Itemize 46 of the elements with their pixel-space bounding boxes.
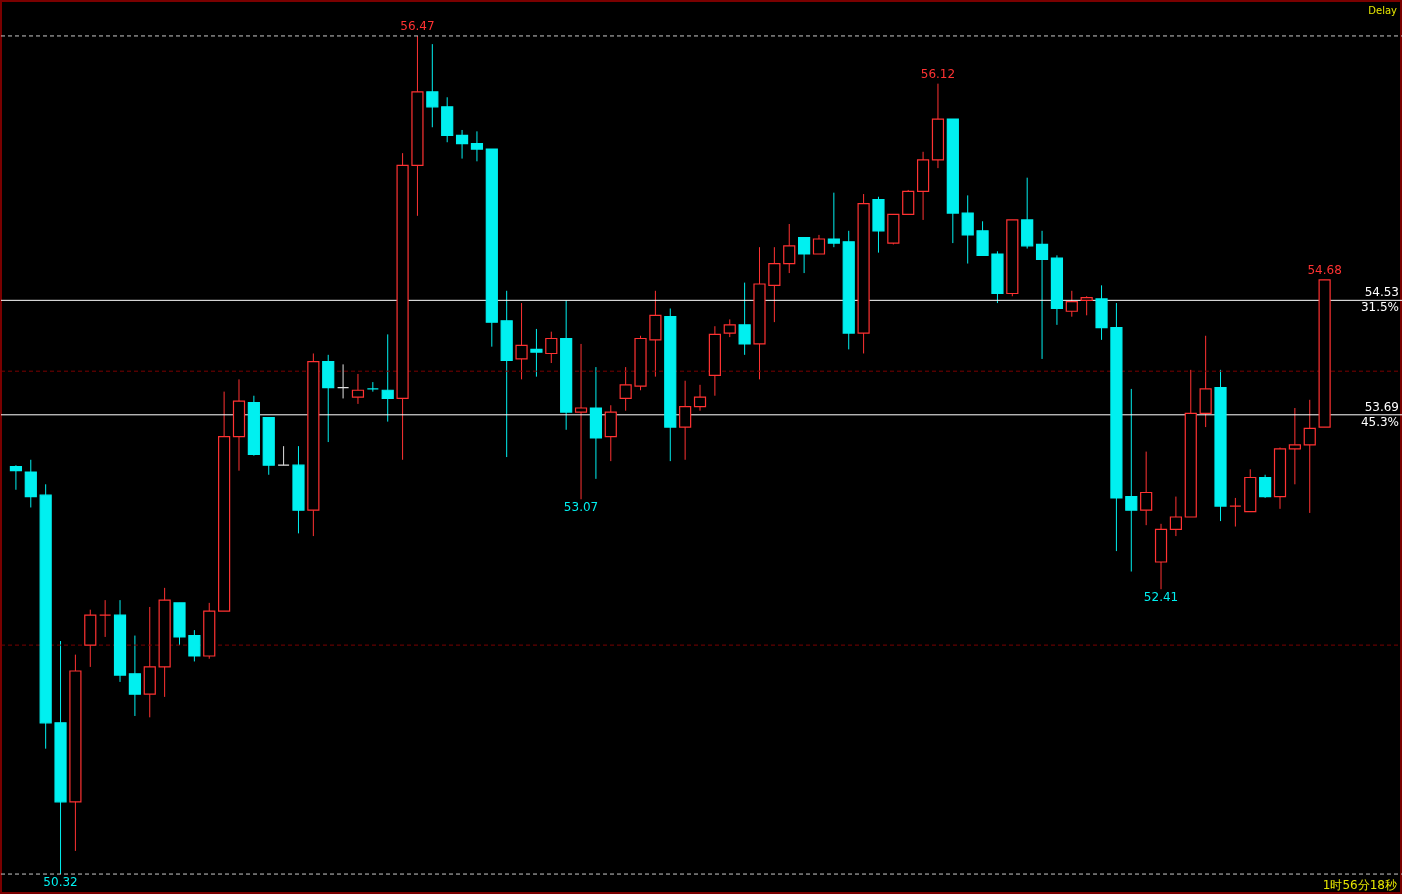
candlestick [1140,451,1153,526]
candlestick [99,599,112,638]
candlestick [1035,230,1049,360]
candlestick [351,373,365,405]
candlestick [277,445,290,466]
candlestick [1080,295,1093,316]
candlestick [1303,399,1316,514]
candlestick [827,192,840,248]
annotation: 56.12 [920,66,956,81]
candlestick [798,237,811,274]
candlestick [545,331,558,364]
candlestick [812,234,826,255]
candlestick [336,363,350,399]
candlestick [619,366,632,412]
candlestick [188,629,201,662]
candlestick [530,328,543,378]
candlestick [783,223,796,274]
candlestick [515,302,528,380]
annotation: 53.07 [563,500,599,515]
candlestick [1259,474,1272,499]
candlestick [128,635,141,717]
annotation: 56.47 [400,18,435,33]
candlestick [1288,407,1301,485]
annotation: 50.32 [43,875,78,890]
candlestick [1125,388,1138,573]
annotation: 52.41 [1143,590,1179,605]
candlestick [9,464,23,491]
text: Delay [1368,5,1398,16]
candlestick [1229,497,1242,528]
candlestick [455,129,469,160]
text: 1时56分18秒 [1322,878,1397,892]
candlestick [574,343,588,500]
candlestick [1065,290,1078,318]
candlestick [679,380,692,461]
candlestick [470,130,484,162]
candlestick [961,194,974,265]
ref-line-label: 54.53 31.5% [1360,285,1399,315]
ref-line-label: 53.69 45.3% [1360,399,1399,429]
candlestick [738,282,751,356]
candlestick [902,189,915,216]
candlestick [381,333,394,423]
candlestick [426,43,439,128]
candlestick [1169,496,1182,537]
candlestick [693,384,707,412]
annotation: 54.68 [1307,262,1342,277]
candlestick [768,246,781,323]
